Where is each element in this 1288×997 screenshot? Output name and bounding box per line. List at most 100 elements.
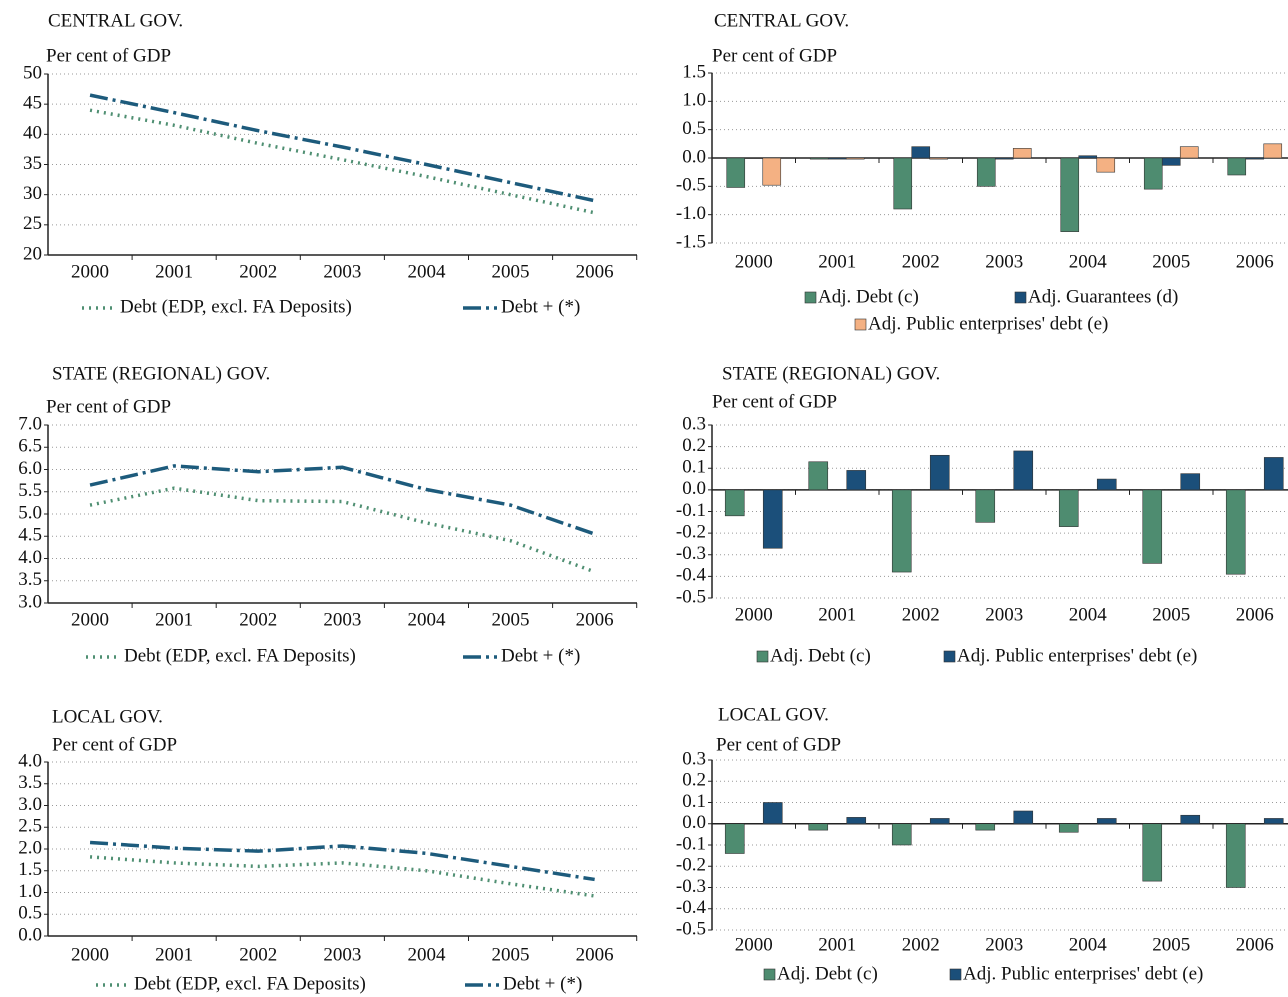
legend-label: Adj. Guarantees (d) — [1028, 286, 1178, 307]
x-tick-label: 2004 — [1069, 251, 1108, 272]
bar — [846, 470, 867, 491]
bar — [1096, 478, 1117, 491]
y-tick-label: 1.5 — [682, 61, 706, 82]
bar — [1142, 823, 1163, 882]
bar — [893, 157, 913, 210]
y-tick-label: 7.0 — [18, 413, 42, 434]
y-axis-label: Per cent of GDP — [46, 396, 171, 417]
x-tick-label: 2006 — [1236, 251, 1274, 272]
y-tick-label: -0.5 — [676, 918, 706, 939]
bar — [975, 489, 996, 523]
data-line — [89, 108, 596, 215]
y-tick-label: 25 — [23, 213, 42, 234]
legend-label: Adj. Public enterprises' debt (e) — [868, 313, 1108, 334]
legend-swatch — [943, 650, 956, 663]
x-tick-label: 2000 — [71, 944, 109, 965]
bar — [1161, 157, 1181, 166]
bar — [976, 157, 996, 187]
y-tick-label: 30 — [23, 183, 42, 204]
y-tick-label: 0.0 — [18, 924, 42, 945]
bar — [1058, 823, 1079, 833]
y-tick-label: 0.0 — [682, 812, 706, 833]
legend-label: Debt (EDP, excl. FA Deposits) — [120, 296, 352, 317]
bar — [929, 157, 949, 160]
y-tick-label: 0.1 — [682, 791, 706, 812]
chart-title: LOCAL GOV. — [718, 704, 829, 725]
bar — [827, 157, 847, 160]
legend-swatch — [1014, 291, 1027, 304]
legend-swatch — [854, 318, 867, 331]
y-tick-label: 5.5 — [18, 480, 42, 501]
chart-title: CENTRAL GOV. — [48, 10, 183, 31]
bar — [1060, 157, 1080, 232]
x-tick-label: 2004 — [407, 261, 446, 282]
x-tick-label: 2001 — [818, 251, 856, 272]
bar — [808, 823, 829, 831]
y-tick-label: -0.2 — [676, 521, 706, 542]
x-tick-label: 2005 — [1152, 251, 1190, 272]
y-tick-label: -0.4 — [676, 897, 707, 918]
legend-label: Adj. Public enterprises' debt (e) — [963, 963, 1203, 984]
x-tick-label: 2000 — [71, 609, 109, 630]
x-tick-label: 2006 — [1236, 604, 1274, 625]
y-tick-label: 1.0 — [18, 881, 42, 902]
x-tick-label: 2006 — [576, 609, 614, 630]
data-line — [89, 840, 595, 882]
y-tick-label: 3.5 — [18, 772, 42, 793]
x-tick-label: 2000 — [735, 604, 773, 625]
legend-label: Adj. Debt (c) — [770, 645, 871, 666]
x-tick-label: 2002 — [239, 261, 277, 282]
x-tick-label: 2003 — [985, 251, 1023, 272]
legend-label: Adj. Debt (c) — [777, 963, 878, 984]
y-tick-label: 0.1 — [682, 457, 706, 478]
x-tick-label: 2004 — [1069, 934, 1108, 955]
chart-title: STATE (REGIONAL) GOV. — [722, 363, 940, 384]
bar — [1227, 157, 1247, 176]
bar — [808, 461, 829, 491]
bar — [1263, 143, 1283, 159]
x-tick-label: 2002 — [239, 609, 277, 630]
legend-label: Adj. Public enterprises' debt (e) — [957, 645, 1197, 666]
x-tick-label: 2006 — [1236, 934, 1274, 955]
x-tick-label: 2005 — [492, 944, 530, 965]
x-tick-label: 2005 — [492, 261, 530, 282]
y-tick-label: 3.0 — [18, 794, 42, 815]
x-tick-label: 2001 — [818, 934, 856, 955]
y-tick-label: -0.3 — [676, 543, 706, 564]
bar — [845, 157, 865, 160]
y-tick-label: 0.2 — [682, 435, 706, 456]
x-tick-label: 2002 — [902, 934, 940, 955]
y-tick-label: 4.0 — [18, 750, 42, 771]
bar — [1096, 157, 1116, 173]
y-tick-label: 1.5 — [18, 859, 42, 880]
chart-title: STATE (REGIONAL) GOV. — [52, 363, 270, 384]
legend-swatch — [804, 291, 817, 304]
x-tick-label: 2001 — [155, 944, 193, 965]
y-tick-label: 4.5 — [18, 525, 42, 546]
bar — [1180, 473, 1201, 491]
y-tick-label: 6.0 — [18, 458, 42, 479]
bar — [1013, 810, 1034, 825]
bar — [744, 157, 764, 159]
bar — [724, 489, 745, 517]
bar — [846, 817, 867, 825]
x-tick-label: 2001 — [155, 609, 193, 630]
chart-title: LOCAL GOV. — [52, 706, 163, 727]
bar — [1058, 489, 1079, 527]
x-tick-label: 2000 — [71, 261, 109, 282]
bar — [1263, 457, 1284, 491]
x-tick-label: 2006 — [576, 944, 614, 965]
bar — [1263, 818, 1284, 825]
y-tick-label: 6.5 — [18, 436, 42, 457]
bar — [1179, 146, 1199, 159]
bar — [929, 454, 950, 491]
y-tick-label: 20 — [23, 243, 42, 264]
x-tick-label: 2001 — [155, 261, 193, 282]
legend-label: Debt + (*) — [503, 973, 582, 994]
x-tick-label: 2000 — [735, 934, 773, 955]
x-tick-label: 2004 — [407, 609, 446, 630]
legend-label: Debt (EDP, excl. FA Deposits) — [124, 645, 356, 666]
bar — [911, 146, 931, 159]
bar — [994, 157, 1014, 160]
